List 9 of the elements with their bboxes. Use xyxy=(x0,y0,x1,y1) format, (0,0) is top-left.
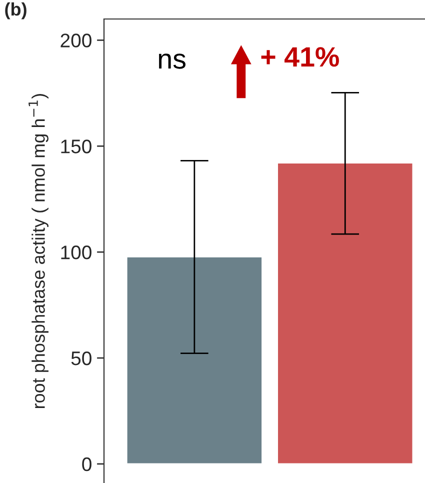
y-tick-label: 200 xyxy=(60,34,92,48)
annotation: ns xyxy=(158,54,186,69)
y-tick-label: 100 xyxy=(61,246,92,260)
annotation: + 41% xyxy=(261,47,339,67)
y-tick-label: 0 xyxy=(82,457,92,472)
y-tick-label: 50 xyxy=(71,351,92,366)
y-tick-label: 150 xyxy=(61,140,92,154)
y-axis-title: root phosphatase actiity ( nmol mg h$^{−1}$) xyxy=(28,94,48,408)
chart-title: (b) xyxy=(5,2,26,20)
